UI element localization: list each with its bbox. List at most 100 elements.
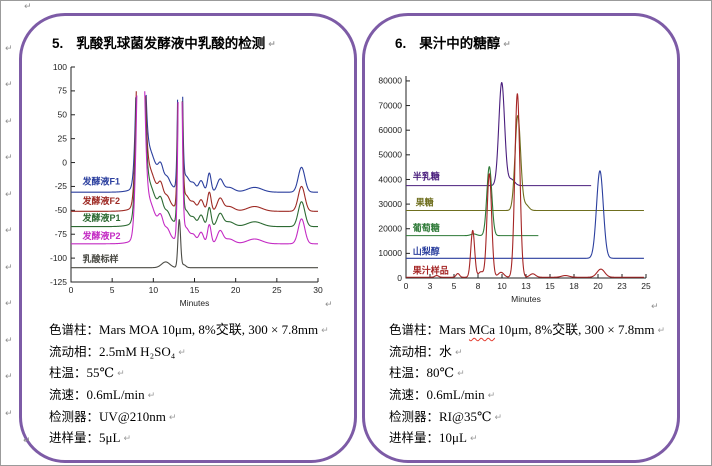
return-mark-icon: ↵ xyxy=(5,153,13,163)
svg-text:Minutes: Minutes xyxy=(511,294,541,304)
spec-row-column: 色谱柱：Mars MCa 10μm, 8%交联, 300 × 7.8mm ↵ xyxy=(389,319,665,341)
svg-text:-25: -25 xyxy=(55,181,68,191)
svg-text:13: 13 xyxy=(521,281,531,291)
spec-row-column: 色谱柱：Mars MOA 10μm, 8%交联, 300 × 7.8mm ↵ xyxy=(49,319,329,341)
svg-text:发酵液P1: 发酵液P1 xyxy=(82,212,121,223)
title-number: 5. xyxy=(52,36,64,51)
spec-row-mobile-phase: 流动相：2.5mM H₂SO₄ ↵ xyxy=(49,341,329,363)
spec-row-flow-rate: 流速：0.6mL/min ↵ xyxy=(389,384,665,406)
svg-text:-125: -125 xyxy=(50,277,67,287)
spec-label: 流速： xyxy=(389,388,427,403)
svg-text:山梨醇: 山梨醇 xyxy=(413,245,440,256)
svg-text:半乳糖: 半乳糖 xyxy=(413,171,440,182)
return-mark-icon: ↵ xyxy=(5,44,13,54)
svg-text:100: 100 xyxy=(53,62,67,72)
svg-text:8: 8 xyxy=(476,281,481,291)
svg-text:发酵液F2: 发酵液F2 xyxy=(82,195,121,206)
return-mark-icon: ↵ xyxy=(457,369,465,380)
return-mark-icon: ↵ xyxy=(5,299,13,309)
svg-text:5: 5 xyxy=(110,285,115,295)
svg-text:发酵液F1: 发酵液F1 xyxy=(82,176,121,187)
return-mark-icon: ↵ xyxy=(268,40,276,50)
spec-label: 检测器： xyxy=(49,409,100,424)
svg-text:葡萄糖: 葡萄糖 xyxy=(412,222,440,233)
spec-row-detector: 检测器：UV@210nm ↵ xyxy=(49,406,329,428)
svg-text:3: 3 xyxy=(428,281,433,291)
svg-text:50000: 50000 xyxy=(378,150,402,160)
chromatogram-juice-sugars-chart: 80000 70000 60000 50000 40000 30000 20000 10000… xyxy=(378,76,651,304)
svg-text:50: 50 xyxy=(58,110,68,120)
return-mark-icon: ↵ xyxy=(657,326,665,336)
svg-text:Minutes: Minutes xyxy=(180,298,210,308)
spec-list: 色谱柱：Mars MCa 10μm, 8%交联, 300 × 7.8mm ↵ 流动… xyxy=(389,319,665,449)
spec-row-injection-volume: 进样量：5μL ↵ xyxy=(49,427,329,449)
svg-text:-75: -75 xyxy=(55,229,68,239)
return-mark-icon: ↵ xyxy=(487,391,496,402)
spec-label: 流速： xyxy=(49,388,87,403)
return-mark-icon: ↵ xyxy=(178,347,186,358)
svg-text:30000: 30000 xyxy=(378,199,402,209)
misspelled-word: MCa xyxy=(468,322,495,337)
svg-text:0: 0 xyxy=(62,157,67,167)
svg-text:0: 0 xyxy=(69,285,74,295)
svg-text:发酵液P2: 发酵液P2 xyxy=(82,230,121,241)
spec-value: UV@210nm xyxy=(99,408,166,424)
svg-text:0: 0 xyxy=(404,281,409,291)
spec-value: 55℃ xyxy=(86,365,115,381)
spec-value: Mars MCa 10μm, 8%交联, 300 × 7.8mm xyxy=(439,322,655,337)
spec-row-detector: 检测器：RI@35℃ ↵ xyxy=(389,406,665,428)
spec-row-column-temp: 柱温：55℃ ↵ xyxy=(49,362,329,384)
return-mark-icon: ↵ xyxy=(147,391,156,402)
spec-value: 0.6mL/min xyxy=(86,387,145,403)
spec-row-injection-volume: 进样量：10μL ↵ xyxy=(389,427,665,449)
spec-row-column-temp: 柱温：80℃ ↵ xyxy=(389,362,665,384)
title-text: 果汁中的糖醇 xyxy=(419,36,501,51)
svg-text:15: 15 xyxy=(190,285,200,295)
svg-text:-100: -100 xyxy=(50,253,67,263)
panel-lactic-acid: 5. 乳酸乳球菌发酵液中乳酸的检测 ↵ 100 75 50 25 0 -25 -50 -75 -10… xyxy=(19,13,357,463)
spec-list: 色谱柱：Mars MOA 10μm, 8%交联, 300 × 7.8mm ↵ 流动… xyxy=(49,319,329,449)
spec-label: 进样量： xyxy=(389,431,440,446)
svg-text:25: 25 xyxy=(641,281,651,291)
return-mark-icon: ↵ xyxy=(321,326,329,336)
return-mark-icon: ↵ xyxy=(5,409,13,419)
return-mark-icon: ↵ xyxy=(5,336,13,346)
svg-text:-50: -50 xyxy=(55,205,68,215)
svg-text:25: 25 xyxy=(272,285,282,295)
spec-label: 色谱柱： xyxy=(389,323,440,337)
svg-text:60000: 60000 xyxy=(378,125,402,135)
spec-label: 流动相： xyxy=(389,344,440,359)
svg-text:15: 15 xyxy=(545,281,555,291)
svg-text:70000: 70000 xyxy=(378,100,402,110)
spec-label: 柱温： xyxy=(49,366,87,381)
spec-value: Mars MOA 10μm, 8%交联, 300 × 7.8mm xyxy=(99,322,319,337)
spec-value: 80℃ xyxy=(426,365,455,381)
spec-label: 进样量： xyxy=(49,431,100,446)
return-mark-icon: ↵ xyxy=(123,434,131,445)
spec-value: RI@35℃ xyxy=(439,408,492,424)
spec-label: 柱温： xyxy=(389,366,427,381)
spec-value: 10μL xyxy=(439,430,467,446)
return-mark-icon: ↵ xyxy=(5,226,13,236)
svg-text:80000: 80000 xyxy=(378,76,402,86)
svg-text:23: 23 xyxy=(617,281,627,291)
svg-text:75: 75 xyxy=(58,86,68,96)
return-mark-icon: ↵ xyxy=(24,2,32,12)
svg-text:10000: 10000 xyxy=(378,248,402,258)
return-mark-icon: ↵ xyxy=(117,369,125,380)
return-mark-icon: ↵ xyxy=(651,302,659,312)
svg-text:20000: 20000 xyxy=(378,224,402,234)
svg-text:18: 18 xyxy=(569,281,579,291)
spec-row-mobile-phase: 流动相：水 ↵ xyxy=(389,341,665,363)
spec-value: 水 xyxy=(439,343,453,359)
svg-text:30: 30 xyxy=(313,285,323,295)
svg-text:10: 10 xyxy=(497,281,507,291)
return-mark-icon: ↵ xyxy=(494,412,503,423)
return-mark-icon: ↵ xyxy=(5,372,13,382)
spec-row-flow-rate: 流速：0.6mL/min ↵ xyxy=(49,384,329,406)
spec-label: 流动相： xyxy=(49,344,100,359)
return-mark-icon: ↵ xyxy=(5,190,13,200)
spec-value: 5μL xyxy=(99,430,121,446)
